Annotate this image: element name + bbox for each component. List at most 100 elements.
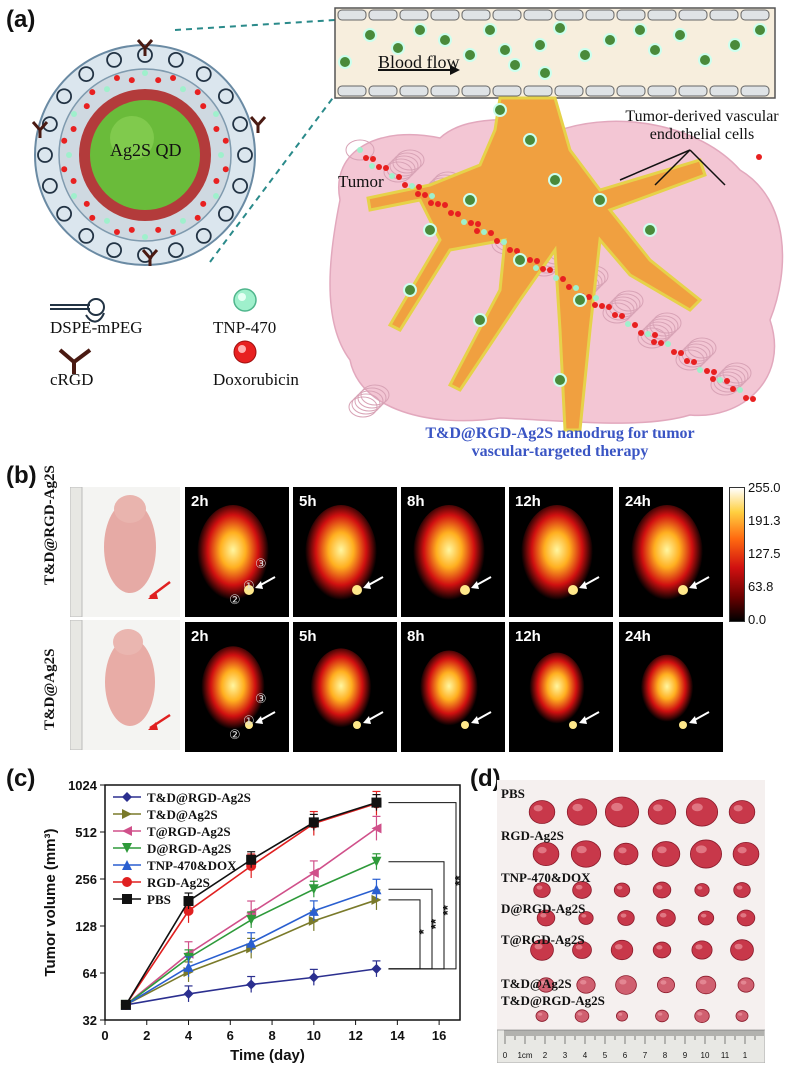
data-point — [122, 894, 132, 904]
drug-dot — [697, 367, 703, 373]
drug-dot — [612, 312, 618, 318]
nir-image: 12h — [509, 487, 613, 617]
data-point — [122, 792, 132, 802]
drug-dot — [665, 341, 671, 347]
drug-dot — [435, 201, 441, 207]
nanodrug-particle — [573, 293, 587, 307]
data-point — [246, 914, 257, 925]
data-point — [371, 856, 382, 867]
ruler-number: 11 — [721, 1051, 730, 1060]
panel-d-label: (d) — [470, 765, 501, 792]
drug-dot — [750, 396, 756, 402]
drug-dot — [586, 294, 592, 300]
drug-dot — [383, 165, 389, 171]
data-point — [371, 884, 382, 895]
drug-dot — [560, 276, 566, 282]
data-point — [308, 884, 319, 895]
drug-dot — [142, 234, 148, 240]
drug-dot — [651, 339, 657, 345]
drug-dot — [200, 200, 207, 207]
endothelial-cell — [647, 85, 677, 97]
tumor-specimen — [570, 840, 602, 868]
peg-chains — [31, 39, 267, 266]
nanodrug-particle — [553, 373, 567, 387]
drug-dot — [475, 221, 481, 227]
endothelial-cell — [523, 9, 553, 21]
endothelial-cell — [461, 9, 491, 21]
drug-dot — [534, 258, 540, 264]
data-point — [122, 843, 132, 853]
drug-dot — [376, 164, 382, 170]
endothelial-cell — [430, 85, 460, 97]
ruler-number: 1cm — [517, 1051, 532, 1060]
tumor-cell — [357, 387, 387, 409]
nanodrug-particle — [513, 253, 527, 267]
nanodrug-particle — [553, 21, 567, 35]
tumor-spot — [245, 721, 253, 729]
drug-dot — [370, 156, 376, 162]
drug-dot — [128, 77, 135, 84]
endothelial-cell — [740, 85, 770, 97]
endothelial-cell — [368, 85, 398, 97]
site-marker: ② — [229, 728, 241, 743]
drug-dot — [83, 103, 90, 110]
endothelial-cell — [740, 9, 770, 21]
tumor-cell — [345, 139, 375, 161]
data-point — [308, 867, 319, 878]
panel-c-label: (c) — [6, 765, 36, 792]
tumor-photo: 0 1cm 2 3 4 5 6 7 8 9 10 11 1 PBS RGD-Ag2S TNP-470&D… — [496, 780, 766, 1064]
colorbar-tick-4: 63.8 — [748, 579, 774, 594]
x-tick-label: 8 — [268, 1028, 275, 1043]
drug-dot — [363, 155, 369, 161]
crgd-ligand — [136, 39, 154, 56]
nanodrug-particle — [493, 103, 507, 117]
tumor-volume-chart: 0 2 4 6 8 10 12 14 16 32 64 128 256 512 1024 Time (day)… — [42, 778, 467, 1064]
nanodrug-particle — [548, 173, 562, 187]
tumor-specimen — [694, 883, 710, 897]
peg-chain — [232, 178, 249, 194]
endothelial-cell — [399, 9, 429, 21]
row-label-ag2s: T&D@Ag2S — [42, 648, 58, 730]
drug-dot — [442, 202, 448, 208]
ruler-number: 2 — [543, 1051, 548, 1060]
tumor-vasculature — [366, 96, 707, 432]
panel-a-illustration — [31, 7, 784, 432]
tumor-cell — [389, 155, 419, 177]
peg-chain — [56, 205, 72, 222]
drug-dot — [756, 154, 762, 160]
peg-chain — [218, 88, 234, 105]
drug-dot — [533, 265, 539, 271]
drug-dot — [155, 226, 162, 233]
nanoparticle — [34, 44, 256, 266]
tnp-470-icon — [233, 288, 257, 312]
data-point — [122, 809, 132, 819]
data-point — [122, 877, 132, 887]
drug-dot — [222, 137, 229, 144]
nir-image: 2h ③ ② ① — [185, 487, 289, 617]
nir-image: 24h — [619, 487, 723, 617]
tumor-tissue — [329, 96, 784, 432]
time-label: 24h — [625, 493, 651, 510]
legend-label: RGD-Ag2S — [147, 875, 210, 890]
tumor-specimen — [655, 1009, 669, 1023]
tumor-cell — [354, 390, 384, 412]
significance-mark: * — [416, 928, 431, 934]
endothelial-cell — [337, 85, 367, 97]
tumor-specimen — [656, 909, 676, 927]
tumor-specimen — [685, 797, 719, 827]
drug-dot — [743, 395, 749, 401]
nir-image: 2h ③ ② ① — [185, 622, 289, 752]
ruler-number: 0 — [503, 1051, 508, 1060]
tumor-specimen — [652, 941, 672, 959]
endothelial-cell — [678, 85, 708, 97]
colorbar-tick-3: 127.5 — [748, 546, 781, 561]
data-point — [308, 915, 319, 926]
crgd-ligand — [31, 121, 49, 138]
nanodrug-particle — [673, 28, 687, 42]
endothelial-cell — [368, 9, 398, 21]
drug-dot — [678, 350, 684, 356]
fluorescence-signal — [640, 654, 694, 726]
drug-dot — [606, 304, 612, 310]
drug-dot — [369, 163, 375, 169]
nanodrug-particle — [603, 33, 617, 47]
